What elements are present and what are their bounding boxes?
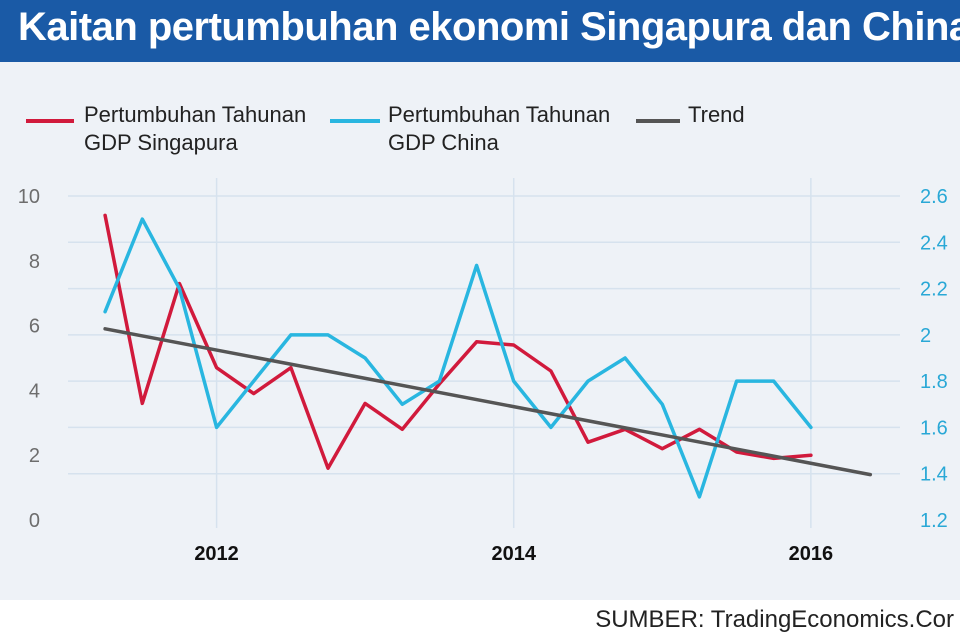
title-bar: Kaitan pertumbuhan ekonomi Singapura dan… [0, 0, 960, 62]
plot-area [0, 62, 960, 600]
source-note: SUMBER: TradingEconomics.Cor [595, 606, 954, 633]
footer [0, 600, 960, 640]
legend-label-china: Pertumbuhan Tahunan [388, 102, 610, 127]
right-tick-label: 2.2 [920, 279, 948, 301]
right-tick-label: 2 [920, 325, 931, 347]
right-tick-label: 1.4 [920, 464, 948, 486]
legend-label-singapura: Pertumbuhan Tahunan [84, 102, 306, 127]
series-line-trend [103, 327, 873, 477]
chart-title: Kaitan pertumbuhan ekonomi Singapura dan… [18, 5, 960, 49]
right-tick-label: 2.6 [920, 186, 948, 208]
right-tick-label: 1.6 [920, 417, 948, 439]
left-tick-label: 6 [29, 316, 40, 338]
left-tick-label: 0 [29, 510, 40, 532]
legend-label2-china: GDP China [388, 130, 500, 155]
legend-label-trend: Trend [688, 102, 745, 127]
right-tick-label: 2.4 [920, 232, 948, 254]
left-tick-label: 2 [29, 445, 40, 467]
left-tick-label: 8 [29, 251, 40, 273]
series-line-china [103, 217, 813, 499]
x-tick-label: 2012 [194, 543, 239, 565]
right-tick-label: 1.8 [920, 371, 948, 393]
left-tick-label: 10 [18, 186, 40, 208]
right-tick-label: 1.2 [920, 510, 948, 532]
series-line-singapura [103, 213, 813, 470]
x-tick-label: 2014 [491, 543, 536, 565]
left-tick-label: 4 [29, 380, 40, 402]
legend-label2-singapura: GDP Singapura [84, 130, 238, 155]
x-tick-label: 2016 [789, 543, 834, 565]
